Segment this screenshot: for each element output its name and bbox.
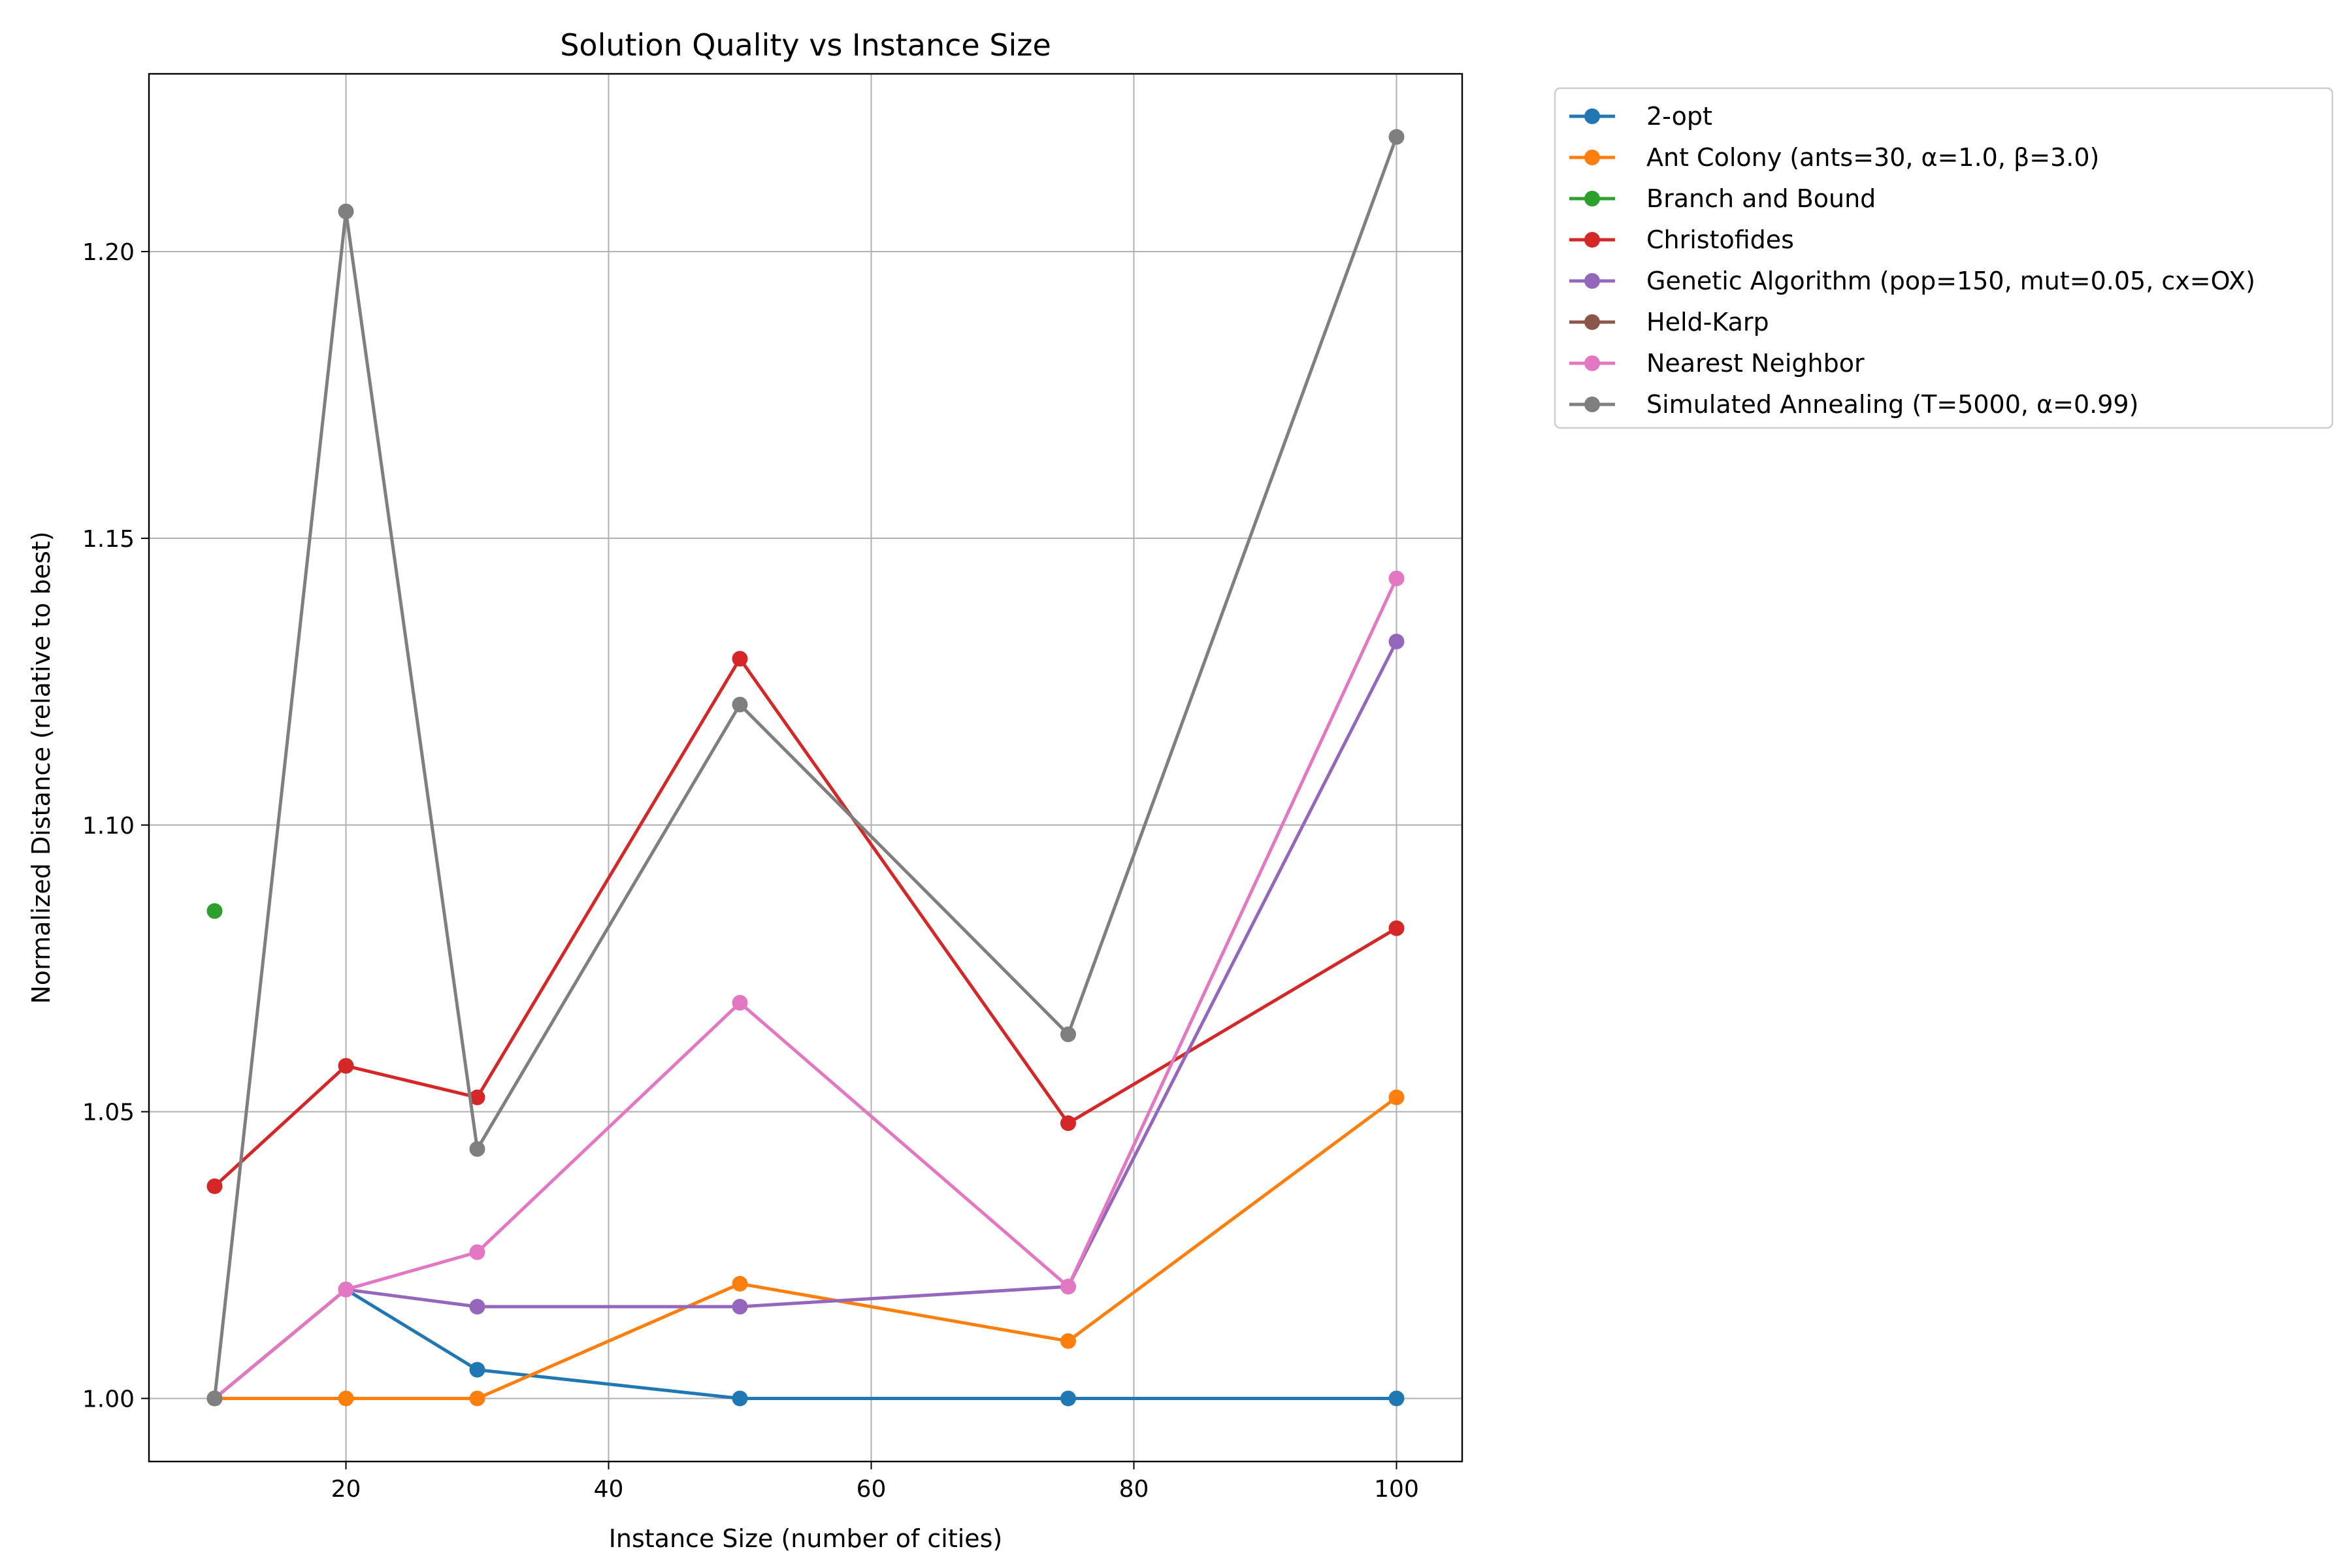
- data-point: [469, 1299, 485, 1315]
- y-tick-label: 1.10: [82, 813, 135, 840]
- x-tick-label: 20: [331, 1476, 361, 1503]
- plot-frame: [148, 73, 1463, 1463]
- data-point: [1388, 1089, 1405, 1105]
- chart-title: Solution Quality vs Instance Size: [560, 27, 1051, 63]
- legend-label: Genetic Algorithm (pop=150, mut=0.05, cx…: [1646, 267, 2255, 295]
- data-point: [1388, 920, 1405, 936]
- x-tick-label: 80: [1119, 1476, 1149, 1503]
- legend-label: Held-Karp: [1646, 308, 1769, 336]
- legend-label: Christofides: [1646, 225, 1794, 254]
- data-point: [1060, 1279, 1076, 1295]
- data-point: [206, 1390, 223, 1407]
- data-point: [206, 1178, 223, 1194]
- data-point: [206, 903, 223, 919]
- legend-marker: [1584, 108, 1600, 124]
- legend-item: Ant Colony (ants=30, α=1.0, β=3.0): [1569, 143, 2099, 172]
- series-simulated-annealing-t-5000-0-99: [206, 129, 1405, 1407]
- x-axis-label: Instance Size (number of cities): [609, 1524, 1003, 1553]
- data-point: [469, 1244, 485, 1260]
- x-tick-label: 100: [1374, 1476, 1419, 1503]
- legend-marker: [1584, 150, 1600, 165]
- legend-label: Ant Colony (ants=30, α=1.0, β=3.0): [1646, 143, 2099, 172]
- data-point: [732, 994, 748, 1011]
- data-point: [1060, 1333, 1076, 1349]
- x-tick-label: 40: [594, 1476, 624, 1503]
- data-point: [1388, 570, 1405, 587]
- legend-marker: [1584, 191, 1600, 206]
- legend-item: Christofides: [1569, 225, 1794, 254]
- data-point: [338, 203, 354, 220]
- legend-item: Held-Karp: [1569, 308, 1769, 336]
- data-point: [1060, 1390, 1076, 1407]
- data-point: [1060, 1026, 1076, 1043]
- series-branch-and-bound: [206, 903, 223, 919]
- data-point: [469, 1390, 485, 1407]
- y-axis-label: Normalized Distance (relative to best): [27, 531, 56, 1004]
- data-point: [338, 1281, 354, 1298]
- legend-marker: [1584, 397, 1600, 412]
- legend-item: Nearest Neighbor: [1569, 349, 1865, 378]
- legend-label: 2-opt: [1646, 102, 1712, 131]
- legend-box: [1554, 87, 2334, 429]
- legend-marker: [1584, 314, 1600, 330]
- legend-label: Branch and Bound: [1646, 184, 1876, 213]
- legend: 2-opt Ant Colony (ants=30, α=1.0, β=3.0) B…: [1554, 87, 2334, 429]
- series-layer: [206, 129, 1405, 1407]
- data-point: [338, 1058, 354, 1074]
- y-tick-label: 1.00: [82, 1386, 135, 1413]
- legend-item: Branch and Bound: [1569, 184, 1876, 213]
- data-point: [732, 1390, 748, 1407]
- legend-item: Genetic Algorithm (pop=150, mut=0.05, cx…: [1569, 267, 2255, 295]
- legend-marker: [1584, 273, 1600, 289]
- data-point: [469, 1089, 485, 1105]
- data-point: [1388, 633, 1405, 649]
- data-point: [732, 696, 748, 713]
- series-line: [213, 578, 1398, 1400]
- legend-label: Simulated Annealing (T=5000, α=0.99): [1646, 390, 2138, 419]
- legend-item: Simulated Annealing (T=5000, α=0.99): [1569, 390, 2138, 419]
- legend-marker: [1584, 232, 1600, 248]
- x-tick-label: 60: [857, 1476, 887, 1503]
- legend-item: 2-opt: [1569, 102, 1712, 131]
- data-point: [732, 1275, 748, 1292]
- series-line: [213, 136, 1398, 1399]
- ticks: 20 40 60 80 100 1.00 1.05 1.10 1.15 1.20: [82, 239, 1419, 1503]
- data-point: [469, 1362, 485, 1378]
- data-point: [732, 651, 748, 667]
- y-tick-label: 1.05: [82, 1100, 135, 1126]
- data-point: [1388, 1390, 1405, 1407]
- y-tick-label: 1.20: [82, 239, 135, 266]
- data-point: [338, 1390, 354, 1407]
- data-point: [1388, 129, 1405, 145]
- data-point: [732, 1299, 748, 1315]
- series-christofides: [206, 651, 1405, 1194]
- legend-label: Nearest Neighbor: [1646, 349, 1865, 378]
- y-tick-label: 1.15: [82, 526, 135, 553]
- series-line: [213, 657, 1397, 1188]
- data-point: [1060, 1115, 1076, 1132]
- series-line: [214, 1096, 1397, 1400]
- data-point: [469, 1141, 485, 1157]
- legend-marker: [1584, 355, 1600, 371]
